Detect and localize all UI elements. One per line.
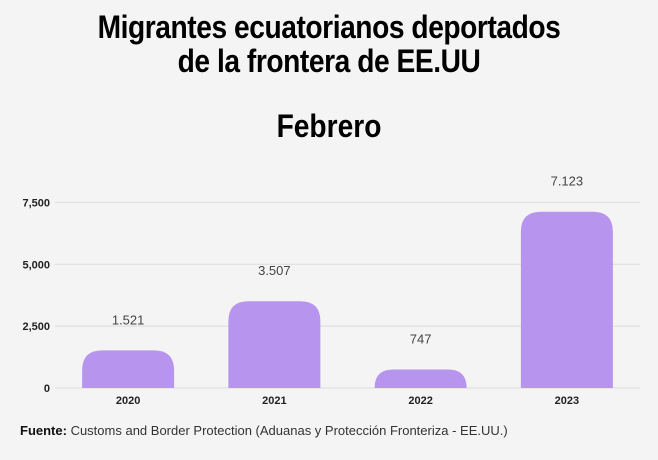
bar-2023	[520, 211, 613, 388]
chart-subtitle: Febrero	[276, 108, 382, 144]
y-tick-label: 0	[44, 383, 50, 395]
data-label: 7.123	[551, 174, 584, 189]
chart-title: Migrantes ecuatorianos deportados de la …	[0, 10, 658, 78]
x-tick-label: 2023	[555, 395, 579, 407]
source-label: Fuente:	[20, 423, 67, 438]
x-tick-label: 2020	[116, 395, 140, 407]
data-label: 747	[410, 332, 432, 347]
y-tick-label: 7,500	[22, 197, 50, 209]
bar-2022	[374, 369, 467, 388]
data-label: 1.521	[112, 312, 145, 327]
bar-2020	[82, 350, 175, 388]
chart-title-line-2: de la frontera de EE.UU	[177, 43, 481, 79]
bar-2021	[228, 301, 321, 388]
y-tick-label: 5,000	[22, 259, 50, 271]
x-tick-label: 2022	[408, 395, 432, 407]
source-note: Fuente: Customs and Border Protection (A…	[20, 423, 508, 438]
y-tick-label: 2,500	[22, 321, 50, 333]
source-text: Customs and Border Protection (Aduanas y…	[66, 423, 508, 438]
data-label: 3.507	[258, 263, 291, 278]
chart-title-line-1: Migrantes ecuatorianos deportados	[97, 9, 561, 45]
x-tick-label: 2021	[262, 395, 286, 407]
